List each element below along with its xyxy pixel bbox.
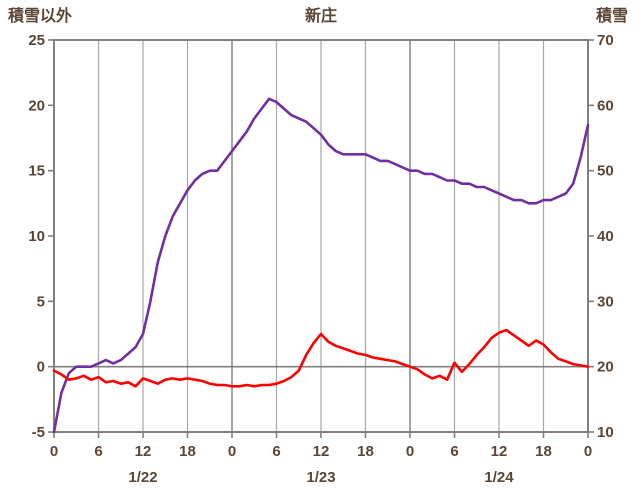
x-axis-hour-label: 0: [584, 443, 592, 460]
left-axis-tick-label: 10: [28, 228, 45, 245]
x-axis-date-label: 1/23: [306, 469, 335, 486]
x-axis-hour-label: 0: [406, 443, 414, 460]
x-axis-hour-label: 6: [94, 443, 102, 460]
left-axis-tick-label: 0: [37, 359, 45, 376]
x-axis-hour-label: 0: [50, 443, 58, 460]
x-axis-hour-label: 12: [491, 443, 508, 460]
left-axis-tick-label: -5: [32, 424, 45, 441]
right-axis-tick-label: 50: [597, 163, 614, 180]
left-axis-tick-label: 20: [28, 97, 45, 114]
right-axis-tick-label: 20: [597, 359, 614, 376]
x-axis-hour-label: 18: [357, 443, 374, 460]
x-axis-date-label: 1/24: [484, 469, 514, 486]
x-axis-hour-label: 0: [228, 443, 236, 460]
x-axis-hour-label: 6: [450, 443, 458, 460]
right-axis-tick-label: 70: [597, 32, 614, 49]
right-axis-tick-label: 60: [597, 97, 614, 114]
x-axis-date-label: 1/22: [128, 469, 157, 486]
x-axis-hour-label: 6: [272, 443, 280, 460]
right-axis-tick-label: 30: [597, 293, 614, 310]
series-line-snow: [52, 97, 590, 434]
right-axis-tick-label: 10: [597, 424, 614, 441]
x-axis-hour-label: 12: [135, 443, 152, 460]
left-axis-tick-label: 5: [37, 293, 45, 310]
chart-title: 新庄: [305, 6, 337, 25]
right-axis-tick-label: 40: [597, 228, 614, 245]
series-line-other: [52, 328, 590, 388]
x-axis-hour-label: 18: [535, 443, 552, 460]
left-axis-tick-label: 25: [28, 32, 45, 49]
left-axis-tick-label: 15: [28, 163, 45, 180]
left-axis-title: 積雪以外: [7, 6, 72, 25]
x-axis-hour-label: 18: [179, 443, 196, 460]
x-axis-hour-label: 12: [313, 443, 330, 460]
right-axis-title: 積雪: [595, 6, 628, 25]
